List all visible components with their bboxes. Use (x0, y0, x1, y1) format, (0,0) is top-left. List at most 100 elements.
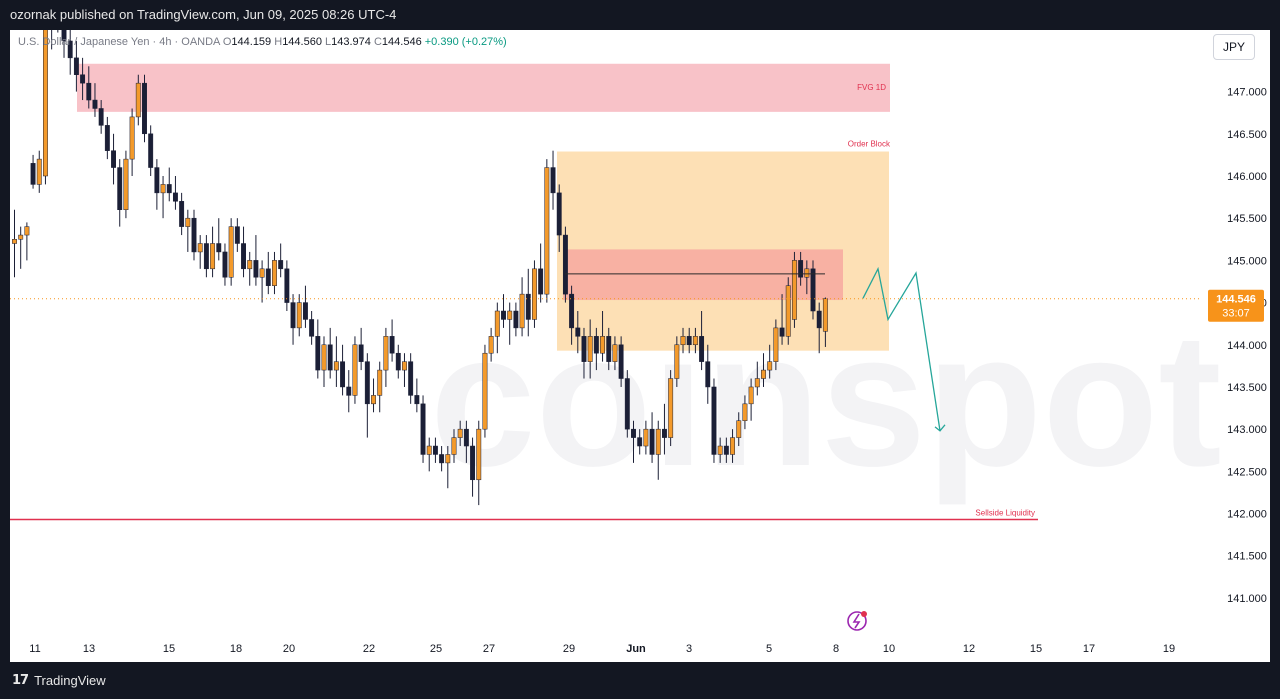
candle-body (414, 395, 420, 405)
candle (631, 420, 636, 463)
candle-body (346, 386, 352, 396)
x-tick-label: 20 (283, 643, 295, 655)
candle-body (265, 268, 271, 286)
candle (779, 294, 785, 345)
candle (203, 235, 209, 278)
candle-body (525, 293, 531, 320)
candle-body (36, 158, 42, 185)
candle-body (24, 226, 30, 236)
candle (247, 251, 253, 286)
candle-body (538, 268, 544, 295)
candle (408, 353, 414, 404)
candle-body (247, 260, 253, 270)
candle (476, 420, 482, 506)
candle (587, 319, 593, 379)
candle-body (692, 336, 698, 346)
tradingview-logo[interactable]: 17 TradingView (12, 673, 106, 688)
projection-arrowhead (934, 424, 946, 432)
tradingview-logo-icon: 17 (12, 673, 29, 688)
candle-body (587, 336, 593, 362)
candle-body (117, 167, 123, 210)
open-value: 144.159 (231, 36, 272, 48)
candle (705, 344, 711, 404)
candle (358, 327, 364, 371)
candle-body (612, 344, 618, 362)
candle-body (649, 428, 655, 455)
candle-body (123, 158, 129, 210)
candle-body (606, 336, 612, 362)
candle (302, 285, 308, 328)
candle (296, 294, 302, 337)
candle (352, 336, 358, 404)
candle-body (637, 437, 643, 447)
chart-frame[interactable]: coinspot FVG 1D Order Block Sellside Liqui… (10, 30, 1270, 662)
candle (822, 297, 828, 347)
y-tick-label: 147.000 (1227, 87, 1267, 99)
candle-body (191, 217, 197, 253)
candle-body (476, 428, 482, 481)
candle-body (86, 82, 92, 101)
candle (488, 327, 494, 362)
candle-body (532, 268, 537, 320)
candle-body (228, 226, 234, 278)
candle (222, 243, 228, 286)
candle (340, 344, 346, 396)
price-tag (1208, 289, 1264, 322)
candle-body (655, 428, 661, 455)
candle-body (241, 243, 246, 270)
candle (544, 159, 550, 303)
candle-body (148, 133, 154, 168)
candle (148, 125, 154, 176)
candle (43, 30, 48, 185)
candle (364, 353, 370, 438)
x-tick-label: 18 (230, 643, 242, 655)
candle (86, 66, 92, 109)
candle (569, 285, 575, 345)
candle-body (569, 293, 575, 329)
close-value: 144.546 (381, 36, 422, 48)
candle (30, 154, 36, 189)
lightning-icon[interactable] (847, 611, 867, 631)
candle (315, 319, 321, 379)
candle (501, 294, 506, 328)
currency-button[interactable]: JPY (1213, 34, 1255, 60)
candle (210, 226, 216, 278)
candle (754, 361, 760, 396)
change-value: +0.390 (+0.27%) (424, 36, 507, 48)
candle (290, 294, 296, 345)
candle-body (748, 386, 754, 405)
candle-body (210, 243, 216, 270)
candle (816, 302, 822, 354)
candle (259, 260, 265, 303)
candle-body (309, 319, 315, 337)
candle-body (129, 116, 135, 160)
candle (346, 370, 352, 413)
candle (668, 370, 674, 447)
candle (309, 311, 315, 345)
candle (166, 167, 172, 202)
candle (61, 30, 67, 58)
lightning-icon-badge (861, 611, 867, 617)
candle-body (501, 310, 506, 320)
candle-body (550, 167, 556, 194)
candle (804, 260, 810, 295)
candle (402, 353, 407, 387)
candle-body (426, 445, 432, 455)
candle (92, 83, 98, 117)
candle (18, 226, 24, 269)
candle (692, 327, 698, 354)
candle (674, 336, 680, 387)
candle (773, 319, 779, 371)
candle (457, 420, 463, 447)
candle-body (197, 243, 203, 253)
candle-body (340, 361, 346, 388)
candle-body (507, 310, 513, 320)
candle-body (513, 310, 519, 329)
candle (265, 251, 271, 295)
candle (581, 327, 587, 379)
candle-body (179, 201, 185, 227)
candle-body (717, 445, 723, 455)
candle-body (371, 395, 376, 405)
candle (575, 311, 581, 354)
